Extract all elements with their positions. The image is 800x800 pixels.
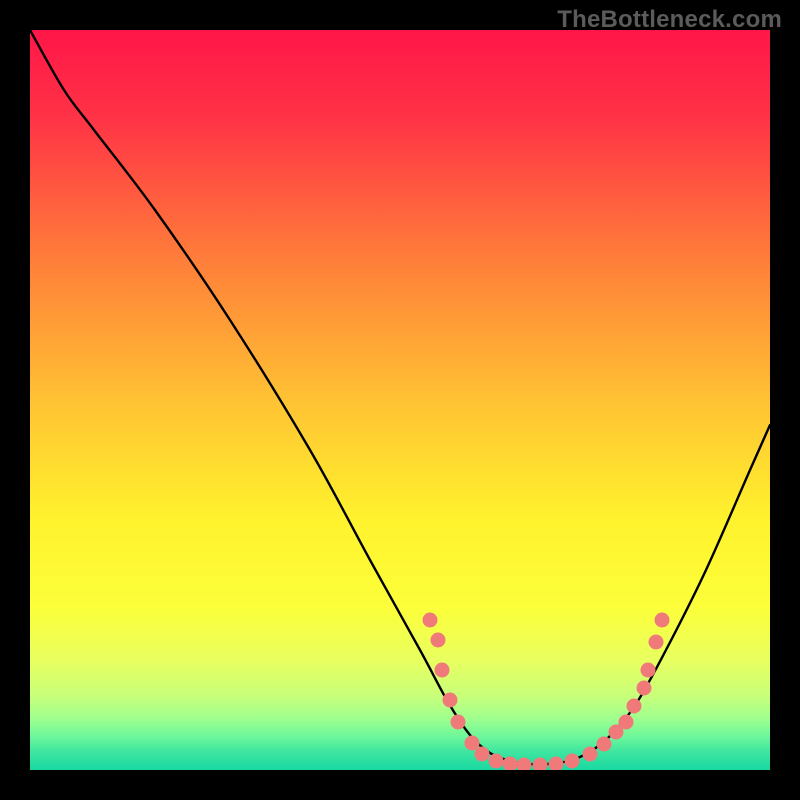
watermark-text: TheBottleneck.com xyxy=(557,6,782,34)
marker-point xyxy=(655,613,670,628)
plot-area xyxy=(30,30,770,770)
marker-point xyxy=(637,681,652,696)
marker-point xyxy=(619,715,634,730)
marker-point xyxy=(435,663,450,678)
marker-point xyxy=(443,693,458,708)
marker-point xyxy=(431,633,446,648)
marker-point xyxy=(489,754,504,769)
marker-point xyxy=(423,613,438,628)
marker-point xyxy=(565,754,580,769)
plot-container: TheBottleneck.com xyxy=(0,0,800,800)
chart-svg xyxy=(30,30,770,770)
gradient-background xyxy=(30,30,770,770)
marker-point xyxy=(475,747,490,762)
marker-point xyxy=(627,699,642,714)
marker-point xyxy=(641,663,656,678)
marker-point xyxy=(583,747,598,762)
marker-point xyxy=(451,715,466,730)
marker-point xyxy=(649,635,664,650)
marker-point xyxy=(597,737,612,752)
